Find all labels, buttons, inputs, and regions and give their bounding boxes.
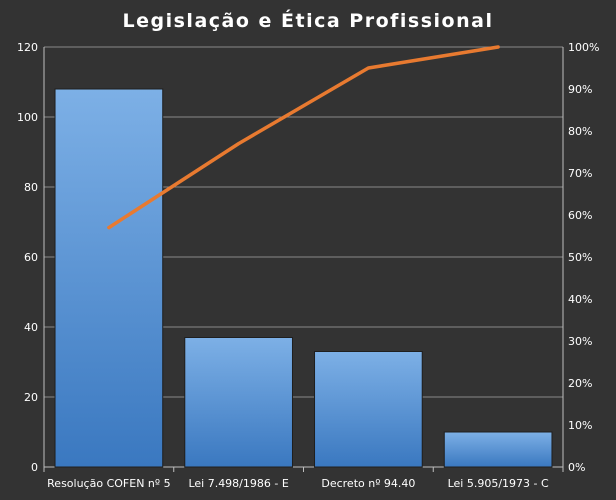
x-tick-label: Resolução COFEN nº 5 bbox=[47, 477, 170, 490]
cumulative-line bbox=[107, 45, 500, 230]
y2-tick-label: 80% bbox=[568, 125, 592, 138]
y-tick-label: 80 bbox=[24, 181, 38, 194]
y2-tick-label: 100% bbox=[568, 41, 599, 54]
y2-tick-label: 40% bbox=[568, 293, 592, 306]
bars bbox=[54, 88, 553, 468]
x-tick-label: Decreto nº 94.40 bbox=[321, 477, 415, 490]
y2-tick-label: 20% bbox=[568, 377, 592, 390]
bar bbox=[443, 431, 553, 468]
y2-tick-label: 70% bbox=[568, 167, 592, 180]
y2-tick-label: 90% bbox=[568, 83, 592, 96]
x-tick-label: Lei 7.498/1986 - E bbox=[188, 477, 288, 490]
y2-tick-label: 50% bbox=[568, 251, 592, 264]
y-tick-label: 0 bbox=[31, 461, 38, 474]
y2-tick-label: 60% bbox=[568, 209, 592, 222]
y2-tick-label: 0% bbox=[568, 461, 585, 474]
x-tick-label: Lei 5.905/1973 - C bbox=[448, 477, 549, 490]
y-tick-label: 100 bbox=[17, 111, 38, 124]
bar bbox=[184, 337, 293, 468]
y2-tick-label: 30% bbox=[568, 335, 592, 348]
y-tick-label: 60 bbox=[24, 251, 38, 264]
y-tick-label: 120 bbox=[17, 41, 38, 54]
cumulative-line-path bbox=[107, 45, 500, 230]
y-tick-label: 40 bbox=[24, 321, 38, 334]
bar bbox=[54, 88, 164, 468]
chart-title: Legislação e Ética Profissional bbox=[123, 9, 494, 32]
y2-tick-label: 10% bbox=[568, 419, 592, 432]
bar bbox=[314, 351, 423, 468]
y-tick-label: 20 bbox=[24, 391, 38, 404]
axis-labels: 0 20 40 60 80 100 120 0% 10% 20% 30% 40% 50% 60% 70% 80… bbox=[17, 41, 599, 490]
